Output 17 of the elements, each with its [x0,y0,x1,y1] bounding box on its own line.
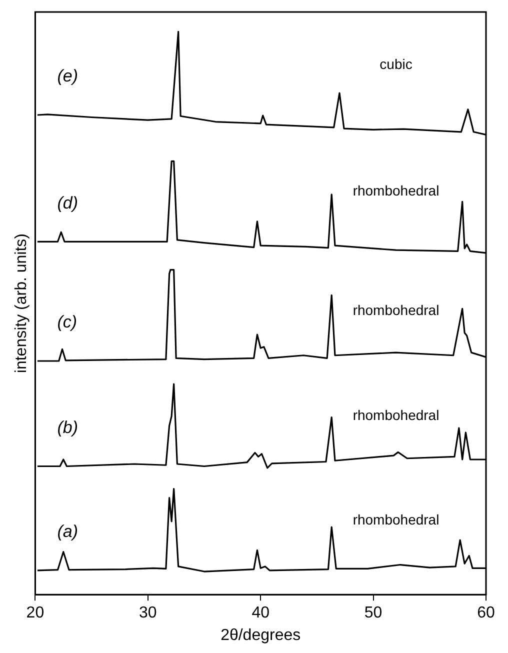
series-label: (a) [57,522,78,542]
annotation: cubic [380,56,412,72]
y-axis-title: intensity (arb. units) [13,233,30,374]
x-axis-title: 2θ/degrees [220,626,301,644]
annotation: rhombohedral [352,182,440,199]
annotation: rhombohedral [352,511,440,528]
x-tick-label: 60 [477,604,495,622]
series-label: (b) [57,418,78,437]
x-tick-label: 30 [139,604,157,622]
series-label: (d) [57,193,78,212]
series-label: (c) [57,312,78,332]
annotation: rhombohedral [352,407,440,424]
x-tick-label: 50 [364,604,382,622]
series-label: (e) [57,66,78,86]
x-tick-label: 20 [26,604,44,622]
annotation: rhombohedral [352,302,440,318]
x-tick-label: 40 [252,604,270,622]
